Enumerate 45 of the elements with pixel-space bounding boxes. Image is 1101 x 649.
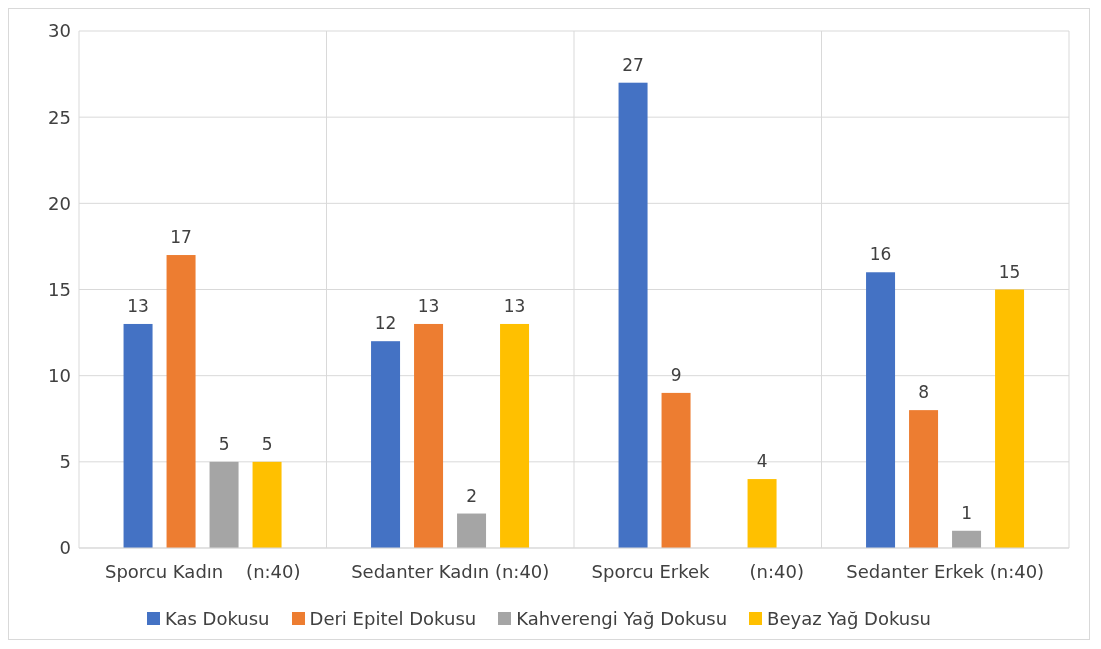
legend-label: Deri Epitel Dokusu xyxy=(309,608,477,629)
x-tick-label: Sporcu Kadın (n:40) xyxy=(104,561,301,582)
x-tick-label: Sedanter Kadın (n:40) xyxy=(351,561,550,582)
data-label: 13 xyxy=(127,295,149,316)
data-label: 9 xyxy=(670,364,682,385)
bar xyxy=(995,289,1025,548)
data-label: 15 xyxy=(998,261,1021,282)
x-tick-label: Sporcu Erkek (n:40) xyxy=(591,561,804,582)
data-label: 13 xyxy=(417,295,440,316)
bar xyxy=(457,513,487,548)
data-label: 5 xyxy=(261,433,273,454)
data-label: 16 xyxy=(869,244,892,265)
data-label: 13 xyxy=(503,295,526,316)
y-tick-label: 20 xyxy=(48,192,71,214)
bar xyxy=(866,272,896,548)
bar xyxy=(209,461,239,548)
y-tick-label: 15 xyxy=(48,278,71,300)
data-label: 17 xyxy=(170,227,192,248)
legend-label: Kas Dokusu xyxy=(164,608,270,629)
y-tick-label: 30 xyxy=(48,20,71,42)
y-tick-label: 10 xyxy=(48,365,71,387)
bar xyxy=(618,82,648,548)
y-tick-label: 5 xyxy=(59,451,71,473)
y-tick-label: 0 xyxy=(59,537,71,559)
bar xyxy=(252,461,282,548)
data-label: 8 xyxy=(918,382,929,403)
bar xyxy=(661,392,691,548)
bar xyxy=(123,323,153,548)
bar xyxy=(500,323,530,548)
bar xyxy=(909,410,939,548)
legend-label: Beyaz Yağ Dokusu xyxy=(767,608,932,629)
y-tick-label: 25 xyxy=(48,106,71,128)
data-label: 12 xyxy=(374,313,397,334)
data-label: 27 xyxy=(622,54,644,75)
x-tick-label: Sedanter Erkek (n:40) xyxy=(846,561,1045,582)
data-label: 4 xyxy=(756,451,768,472)
data-label: 5 xyxy=(218,433,230,454)
bar xyxy=(414,323,444,548)
data-label: 1 xyxy=(961,502,972,523)
bar xyxy=(747,479,777,548)
bar xyxy=(166,255,196,548)
data-label: 2 xyxy=(466,485,477,506)
bar xyxy=(371,341,401,548)
legend-label: Kahverengi Yağ Dokusu xyxy=(516,608,728,629)
bar xyxy=(952,530,982,548)
